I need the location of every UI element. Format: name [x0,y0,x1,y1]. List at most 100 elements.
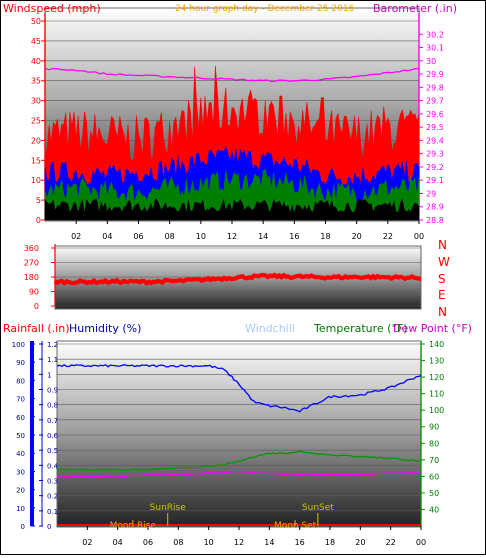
climate-x-tick-label: 20 [355,538,365,547]
climate-x-tick-label: 02 [82,538,92,547]
temperature-tick-label: 120 [429,373,444,382]
humidity-line [56,364,422,413]
compass-label-s: S [438,272,446,286]
sun-event-label: SunRise [150,503,187,513]
direction-tick-label: 90 [29,288,39,297]
direction-tick-label: 360 [24,244,39,253]
rain-tick-label: 0.7 [47,417,58,425]
barometer-line [44,67,420,83]
wind-tick-label: 5 [36,196,41,205]
temperature-tick-label: 140 [429,340,444,349]
windchill-legend: Windchill [245,322,295,335]
moon-event-label: Moon Set [274,521,317,531]
rainfall-axis-title: Rainfall (.in) [3,322,70,335]
humidity-tick-label: 10 [16,505,25,513]
wind-x-tick-label: 06 [133,232,143,241]
chart-date-title: 24 hour graph day - December 25 2016 [175,4,355,14]
temperature-tick-label: 110 [429,390,444,399]
barometer-tick-label: 29.5 [426,123,444,132]
humidity-tick-label: 40 [16,450,25,458]
rain-tick-label: 1.1 [47,356,58,364]
moon-event-label: Moon Rise [110,521,157,531]
dewpoint-axis-title: Dew Point (°F) [393,322,472,335]
wind-x-tick-label: 20 [352,232,362,241]
barometer-tick-label: 29 [426,189,436,198]
barometer-tick-label: 29.6 [426,110,444,119]
humidity-tick-label: 60 [16,414,25,422]
rain-tick-label: 1 [47,371,51,379]
wind-tick-label: 25 [31,117,41,126]
climate-x-tick-label: 10 [204,538,214,547]
windspeed-axis-title: Windspeed (mph) [3,2,101,15]
rain-tick-label: 0.5 [47,447,58,455]
humidity-tick-label: 30 [16,468,25,476]
humidity-tick-label: 90 [16,359,25,367]
rain-tick-label: 0.4 [47,462,59,470]
barometer-tick-label: 28.9 [426,203,444,212]
humidity-axis-title: Humidity (%) [69,322,141,335]
wind-tick-label: 20 [31,136,41,145]
direction-tick-label: 0 [34,302,39,311]
dewpoint-line [56,470,422,478]
wind-x-tick-label: 02 [71,232,81,241]
barometer-tick-label: 30.1 [426,44,444,53]
temperature-tick-label: 50 [429,489,439,498]
wind-x-tick-label: 18 [320,232,330,241]
climate-x-tick-label: 22 [386,538,396,547]
wind-x-tick-label: 16 [289,232,299,241]
temperature-tick-label: 40 [429,505,439,514]
temperature-line [56,450,422,472]
wind-x-tick-label: 04 [102,232,112,241]
climate-x-tick-label: 06 [143,538,153,547]
wind-x-tick-label: 14 [258,232,268,241]
rain-tick-label: 0 [47,523,51,531]
climate-x-tick-label: 04 [113,538,123,547]
rain-tick-label: 0.3 [47,478,58,486]
climate-x-tick-label: 08 [173,538,183,547]
temperature-tick-label: 100 [429,406,444,415]
compass-label-n-top: N [438,238,447,252]
climate-x-tick-label: 00 [416,538,426,547]
humidity-tick-label: 70 [16,396,25,404]
barometer-tick-label: 28.8 [426,216,444,225]
wind-tick-label: 30 [31,97,41,106]
wind-direction-line [53,272,422,286]
wind-tick-label: 0 [36,216,41,225]
rain-tick-label: 0.6 [47,432,59,440]
compass-label-w: W [438,255,450,269]
direction-tick-label: 180 [24,273,39,282]
rain-tick-label: 0.9 [47,387,58,395]
temperature-tick-label: 60 [429,472,439,481]
climate-panel-background [57,341,421,527]
wind-x-tick-label: 10 [196,232,206,241]
rain-tick-label: 0.2 [47,493,58,501]
temperature-axis-title: Temperature (°F) [313,322,408,335]
rain-tick-label: 0.1 [47,508,58,516]
barometer-tick-label: 29.9 [426,70,444,79]
barometer-tick-label: 29.4 [426,136,444,145]
climate-x-tick-label: 14 [264,538,274,547]
humidity-tick-label: 100 [12,341,25,349]
rain-tick-label: 1.2 [47,341,58,349]
temperature-tick-label: 80 [429,439,439,448]
wind-x-tick-label: 00 [414,232,424,241]
barometer-tick-label: 30 [426,57,436,66]
humidity-tick-label: 0 [21,523,25,531]
wind-tick-label: 15 [31,156,41,165]
humidity-tick-label: 50 [16,432,25,440]
climate-x-tick-label: 16 [295,538,305,547]
climate-x-tick-label: 12 [234,538,244,547]
humidity-tick-label: 20 [16,487,25,495]
sun-event-label: SunSet [302,503,334,513]
wind-calm-area [45,198,419,220]
barometer-axis-title: Barometer (.in) [373,2,457,15]
barometer-tick-label: 29.2 [426,163,444,172]
wind-tick-label: 10 [31,176,41,185]
barometer-tick-label: 30.2 [426,30,444,39]
temperature-tick-label: 130 [429,357,444,366]
wind-tick-label: 45 [31,37,41,46]
compass-label-n-bottom: N [438,305,447,319]
barometer-tick-label: 29.7 [426,97,444,106]
